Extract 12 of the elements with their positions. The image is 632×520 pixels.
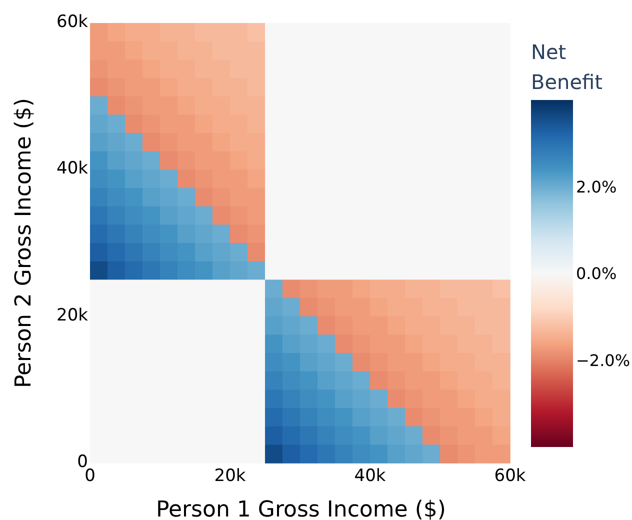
y-tick-label: 20k: [56, 305, 88, 326]
y-axis-title: Person 2 Gross Income ($): [12, 98, 36, 388]
x-tick-label: 60k: [494, 466, 526, 486]
color-bar-label: 0.0%: [576, 264, 617, 283]
y-tick-label: 40k: [56, 158, 88, 179]
color-bar-title: Net Benefit: [531, 40, 603, 94]
color-bar-label: 2.0%: [576, 177, 617, 196]
y-tick-label: 60k: [56, 12, 88, 32]
x-axis-title: Person 1 Gross Income ($): [156, 498, 446, 520]
x-tick-label: 40k: [354, 466, 386, 486]
color-bar-label: −2.0%: [576, 350, 630, 370]
x-tick-label: 20k: [214, 466, 246, 486]
